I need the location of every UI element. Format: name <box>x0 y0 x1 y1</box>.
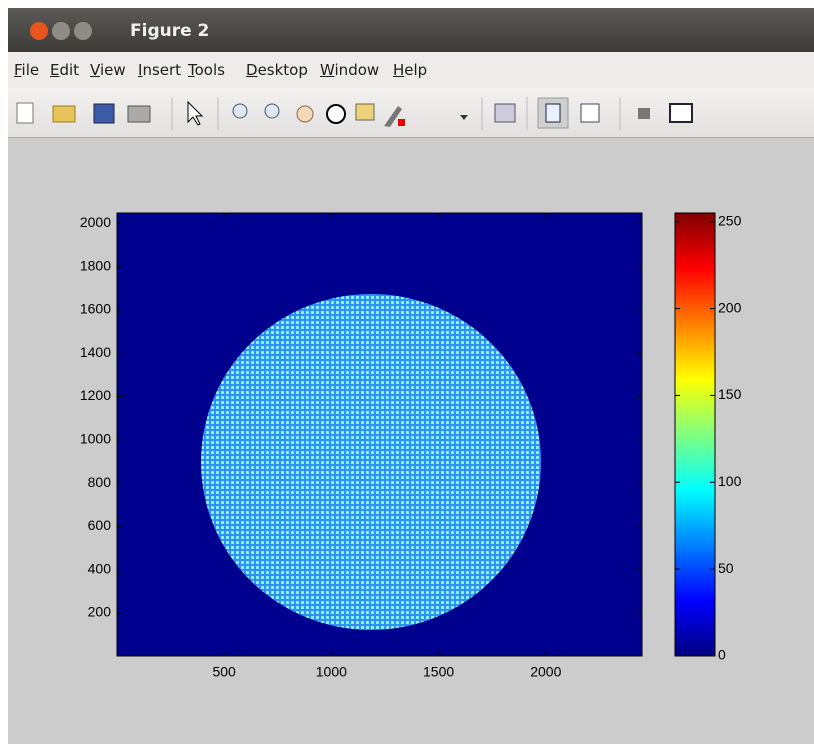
new-icon[interactable] <box>17 103 33 123</box>
menu-item[interactable]: File <box>14 61 39 79</box>
hide-tools-icon[interactable] <box>638 108 650 119</box>
close-button[interactable] <box>30 22 48 40</box>
print-icon[interactable] <box>128 106 150 122</box>
rotate-icon[interactable] <box>327 105 345 123</box>
page: {"window": {"title": "Figure 2"}, "menu"… <box>0 0 814 744</box>
window-title: Figure 2 <box>130 21 209 41</box>
x-tick-label: 2000 <box>530 664 561 680</box>
pan-icon[interactable] <box>297 106 313 122</box>
image-disk <box>201 294 541 630</box>
brush-color <box>398 119 405 126</box>
colorbar-tick-label: 100 <box>718 473 742 489</box>
zoom-in-icon[interactable] <box>233 104 247 118</box>
open-icon[interactable] <box>53 106 75 122</box>
dock-icon[interactable] <box>670 104 692 122</box>
y-tick-label: 600 <box>88 517 112 533</box>
y-tick-label: 1000 <box>80 431 111 447</box>
y-tick-label: 1800 <box>80 257 111 273</box>
menu-item[interactable]: Help <box>393 61 427 79</box>
colorbar <box>675 213 715 656</box>
title-bar <box>8 8 814 52</box>
zoom-out-icon[interactable] <box>265 104 279 118</box>
colorbar-tick-label: 200 <box>718 299 742 315</box>
y-tick-label: 400 <box>88 560 112 576</box>
y-tick-label: 1600 <box>80 301 111 317</box>
colorbar-tick-label: 50 <box>718 560 734 576</box>
link-icon[interactable] <box>495 104 515 122</box>
x-tick-label: 500 <box>212 664 236 680</box>
y-tick-label: 1400 <box>80 344 111 360</box>
y-tick-label: 1200 <box>80 387 111 403</box>
save-icon[interactable] <box>94 104 114 123</box>
legend-icon[interactable] <box>581 104 599 122</box>
menu-item[interactable]: View <box>90 61 126 79</box>
y-tick-label: 200 <box>88 604 112 620</box>
menu-item[interactable]: Desktop <box>246 61 308 79</box>
x-tick-label: 1500 <box>423 664 454 680</box>
maximize-button[interactable] <box>74 22 92 40</box>
x-tick-label: 1000 <box>316 664 347 680</box>
window: Figure 2 50010001500200020040060080010 <box>0 0 814 744</box>
menu-item[interactable]: Tools <box>188 61 225 79</box>
menu-item[interactable]: Window <box>320 61 379 79</box>
datacursor-icon[interactable] <box>356 104 374 120</box>
y-tick-label: 800 <box>88 474 112 490</box>
menu-item[interactable]: Insert <box>138 61 181 79</box>
colorbar-tick-label: 0 <box>718 647 726 663</box>
y-tick-label: 2000 <box>80 214 111 230</box>
colorbar-tick-label: 150 <box>718 386 742 402</box>
menu-item[interactable]: Edit <box>50 61 79 79</box>
minimize-button[interactable] <box>52 22 70 40</box>
colorbar-tick-label: 250 <box>718 212 742 228</box>
